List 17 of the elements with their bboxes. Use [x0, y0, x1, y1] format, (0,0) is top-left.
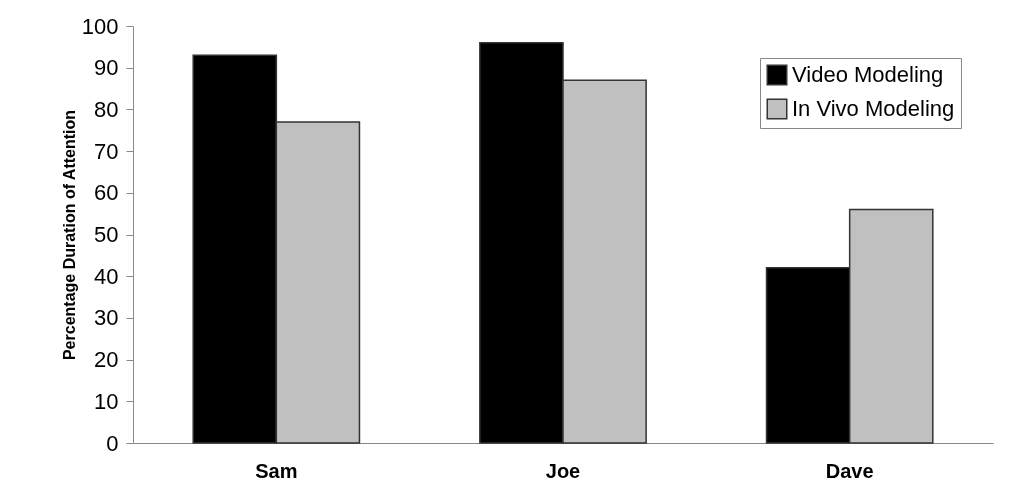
y-axis-title: Percentage Duration of Attention	[60, 109, 78, 361]
legend-label: Video Modeling	[792, 62, 944, 87]
y-tick-label: 40	[94, 263, 119, 289]
y-tick-label: 50	[94, 222, 119, 247]
y-tick-label: 30	[94, 305, 119, 331]
x-tick-label: Joe	[545, 459, 581, 482]
x-tick-label: Dave	[825, 459, 874, 482]
y-tick-label: 100	[81, 13, 119, 39]
y-tick-label: 10	[94, 388, 119, 414]
y-tick-label: 80	[94, 96, 119, 122]
y-tick-label: 90	[94, 55, 119, 81]
y-tick-label: 70	[94, 138, 119, 164]
legend-label: In Vivo Modeling	[792, 96, 955, 121]
x-tick-label: Sam	[255, 459, 298, 482]
y-tick-label: 60	[94, 180, 119, 206]
y-tick-label: 20	[94, 347, 119, 373]
y-tick-label: 0	[106, 430, 119, 456]
